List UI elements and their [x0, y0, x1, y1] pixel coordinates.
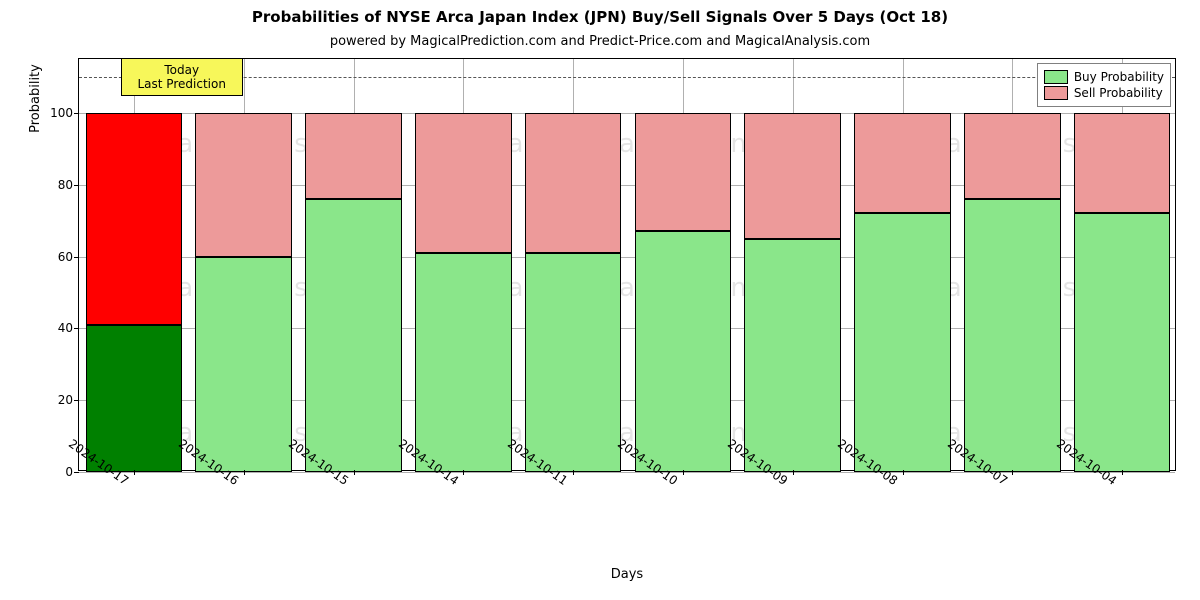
xtick-mark — [354, 470, 355, 475]
xtick-mark — [1122, 470, 1123, 475]
bar-sell — [1074, 113, 1171, 214]
bar-sell — [415, 113, 512, 253]
bar-buy — [744, 239, 841, 472]
legend-item: Buy Probability — [1044, 70, 1164, 84]
legend-label: Sell Probability — [1074, 86, 1163, 100]
legend-swatch — [1044, 86, 1068, 100]
xtick-mark — [903, 470, 904, 475]
bar-sell — [305, 113, 402, 199]
today-annotation: Today Last Prediction — [121, 58, 243, 96]
ytick-mark — [74, 113, 79, 114]
bar-buy — [1074, 213, 1171, 472]
bar-buy — [964, 199, 1061, 472]
dashed-ref-line — [79, 77, 1175, 78]
xtick-mark — [793, 470, 794, 475]
bar-sell — [195, 113, 292, 257]
chart-container: Probabilities of NYSE Arca Japan Index (… — [0, 0, 1200, 600]
xtick-mark — [244, 470, 245, 475]
plot-area: MagicalAnalysis.comMagicalAnalysis.comMa… — [78, 58, 1176, 471]
ytick-mark — [74, 472, 79, 473]
xtick-mark — [463, 470, 464, 475]
bar-sell — [635, 113, 732, 232]
bar-sell — [86, 113, 183, 325]
bar-buy — [195, 257, 292, 472]
chart-title: Probabilities of NYSE Arca Japan Index (… — [0, 8, 1200, 26]
bar-buy — [305, 199, 402, 472]
xtick-mark — [683, 470, 684, 475]
legend: Buy Probability Sell Probability — [1037, 63, 1171, 107]
y-axis-label: Probability — [28, 0, 43, 305]
bar-buy — [635, 231, 732, 472]
chart-subtitle: powered by MagicalPrediction.com and Pre… — [0, 34, 1200, 49]
bar-sell — [854, 113, 951, 214]
xtick-mark — [134, 470, 135, 475]
legend-swatch — [1044, 70, 1068, 84]
ytick-mark — [74, 257, 79, 258]
x-axis-label: Days — [78, 567, 1176, 582]
legend-label: Buy Probability — [1074, 70, 1164, 84]
ytick-mark — [74, 185, 79, 186]
ytick-mark — [74, 400, 79, 401]
bar-sell — [744, 113, 841, 239]
bar-buy — [525, 253, 622, 472]
legend-item: Sell Probability — [1044, 86, 1164, 100]
bar-buy — [415, 253, 512, 472]
xtick-mark — [573, 470, 574, 475]
xtick-mark — [1012, 470, 1013, 475]
bar-buy — [854, 213, 951, 472]
ytick-mark — [74, 328, 79, 329]
bar-sell — [964, 113, 1061, 199]
bar-sell — [525, 113, 622, 253]
